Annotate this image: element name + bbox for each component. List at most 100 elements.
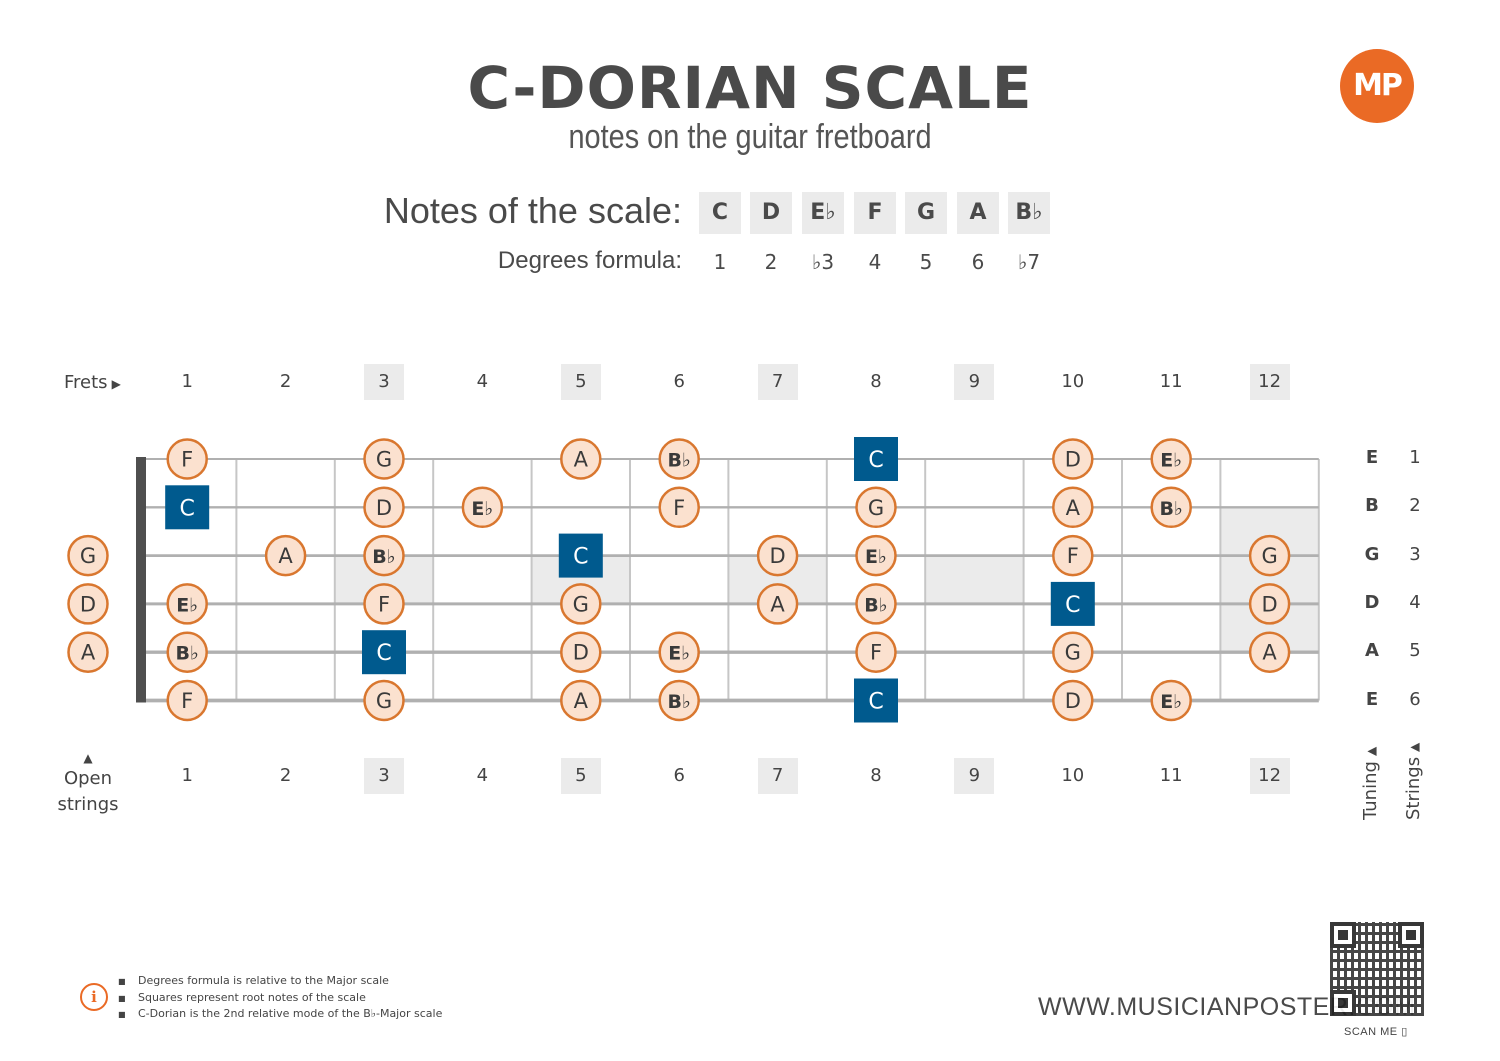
scale-note-label: G — [1261, 544, 1277, 568]
nut — [136, 457, 146, 703]
scale-note-label: E♭ — [1160, 450, 1182, 472]
scale-note-label: B♭ — [667, 691, 690, 713]
scale-note-label: G — [573, 592, 589, 616]
fret-number-top: 6 — [673, 371, 685, 392]
scale-note-circle — [67, 534, 109, 577]
scale-note: A — [957, 192, 999, 234]
scale-note: E♭ — [802, 192, 844, 234]
frets-label: Frets ▶ — [64, 372, 121, 393]
page-title: C-DORIAN SCALE — [467, 54, 1033, 122]
open-strings-label: ▲ Open strings — [48, 752, 128, 818]
scale-degree: 5 — [919, 250, 933, 274]
scale-note-label: B♭ — [372, 546, 395, 568]
scale-note-circle — [560, 679, 602, 722]
scale-note-circle — [166, 679, 208, 722]
scale-note-circle — [461, 486, 504, 529]
scale-note-label: G — [1065, 641, 1081, 665]
scale-note-circle — [1248, 583, 1291, 625]
root-note-square — [362, 630, 406, 675]
scale-note-circle — [67, 631, 109, 673]
info-icon: i — [80, 983, 108, 1011]
scale-degree: ♭7 — [1017, 250, 1041, 274]
scale-note-label: E♭ — [471, 498, 493, 520]
root-note-square — [854, 678, 898, 723]
scale-note-label: G — [80, 544, 96, 568]
scale-note-circle — [560, 631, 602, 673]
root-note-label: C — [376, 641, 391, 666]
scale-note-circle — [855, 534, 897, 577]
scale-note-circle — [658, 631, 700, 673]
scale-degree: 4 — [868, 250, 882, 274]
scale-note: F — [854, 192, 896, 234]
scale-note-circle — [1150, 679, 1192, 722]
root-note-square — [854, 437, 898, 481]
scale-note-circle — [1052, 631, 1094, 673]
scale-note-label: D — [1065, 448, 1081, 472]
string-number: 5 — [1409, 640, 1421, 662]
fret-number-bottom: 8 — [870, 765, 882, 786]
root-note-square — [165, 485, 210, 530]
scale-note-label: D — [376, 496, 392, 520]
footer-note: ■ Degrees formula is relative to the Majo… — [118, 974, 389, 987]
root-note-square — [558, 533, 603, 578]
tuning-note: A — [1365, 640, 1379, 662]
fret-number-bottom: 7 — [757, 758, 798, 794]
scale-note-label: A — [1066, 496, 1081, 520]
scale-note-label: A — [278, 544, 293, 568]
phone-icon: ▯ — [1401, 1026, 1408, 1038]
root-note-square — [1050, 581, 1095, 626]
scale-note-label: A — [1262, 641, 1277, 665]
scale-note-circle — [1052, 534, 1094, 577]
scale-note-circle — [363, 583, 405, 625]
scale-note-label: B♭ — [864, 594, 887, 616]
scale-note-label: E♭ — [176, 594, 198, 616]
fret-number-top: 9 — [954, 364, 995, 400]
tuning-note: E — [1365, 688, 1379, 710]
fret-number-top: 5 — [560, 364, 601, 400]
scale-note-label: F — [673, 496, 685, 520]
scale-note-circle — [658, 438, 700, 480]
string-number: 1 — [1409, 447, 1421, 468]
scale-note-circle — [855, 583, 897, 625]
scale-note-circle — [1052, 679, 1094, 722]
notes-label: Notes of the scale: — [383, 190, 682, 231]
root-note-label: C — [868, 448, 883, 473]
scale-note-circle — [166, 438, 208, 480]
scale-note-label: B♭ — [667, 450, 690, 472]
root-note-label: C — [1065, 593, 1080, 618]
scale-note-label: A — [574, 448, 589, 472]
scale-note-label: F — [1067, 544, 1079, 568]
fret-number-top: 12 — [1249, 364, 1290, 400]
fret-number-top: 7 — [757, 364, 798, 400]
qr-code[interactable] — [1330, 922, 1424, 1016]
fret-marker-shade — [925, 555, 1024, 604]
scale-note-label: D — [573, 641, 589, 665]
tuning-note: G — [1364, 543, 1380, 565]
scale-degree: ♭3 — [811, 250, 835, 274]
fret-number-bottom: 9 — [954, 758, 995, 794]
string-number: 2 — [1409, 495, 1421, 517]
scale-note-label: F — [870, 641, 882, 665]
scale-note-label: E♭ — [865, 546, 887, 568]
fret-number-top: 1 — [181, 371, 193, 392]
scale-note-circle — [363, 534, 405, 577]
scale-note-circle — [1150, 438, 1192, 480]
fret-number-bottom: 1 — [181, 765, 193, 786]
fret-number-top: 10 — [1061, 371, 1085, 392]
scale-note-circle — [658, 486, 700, 529]
fret-number-bottom: 3 — [364, 758, 404, 794]
fret-number-bottom: 6 — [673, 765, 685, 786]
scale-note-circle — [363, 438, 405, 480]
scale-note-label: D — [770, 544, 786, 568]
fret-number-bottom: 12 — [1249, 758, 1290, 794]
fret-number-bottom: 11 — [1159, 765, 1183, 786]
scale-note-label: F — [378, 592, 390, 616]
scale-note-label: A — [770, 592, 785, 616]
fret-number-top: 11 — [1159, 371, 1183, 392]
string-number: 4 — [1409, 591, 1421, 613]
footer-note: ■ C-Dorian is the 2nd relative mode of th… — [118, 1007, 443, 1020]
scale-note-circle — [1052, 486, 1094, 529]
frets-label-text: Frets — [64, 372, 108, 393]
scale-note-circle — [363, 679, 405, 722]
